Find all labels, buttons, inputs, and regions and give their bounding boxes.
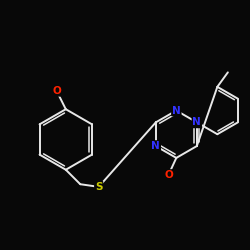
Text: O: O — [164, 170, 173, 180]
Text: S: S — [95, 182, 102, 192]
Text: N: N — [192, 117, 201, 127]
Text: N: N — [172, 106, 181, 116]
Text: O: O — [52, 86, 61, 96]
Text: N: N — [152, 141, 160, 151]
